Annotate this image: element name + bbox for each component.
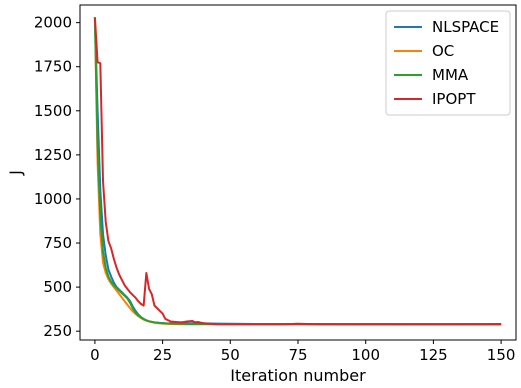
x-tick-label: 100	[351, 346, 380, 364]
x-axis-label: Iteration number	[230, 366, 366, 385]
x-tick-label: 50	[221, 346, 240, 364]
y-tick-label: 250	[43, 322, 72, 340]
x-tick-label: 150	[487, 346, 516, 364]
y-tick-label: 750	[43, 234, 72, 252]
legend-label-oc: OC	[432, 42, 454, 60]
y-tick-label: 1500	[34, 102, 72, 120]
legend-label-ipopt: IPOPT	[432, 90, 476, 108]
legend-label-mma: MMA	[432, 66, 469, 84]
y-tick-label: 1250	[34, 146, 72, 164]
chart-marks	[93, 17, 502, 326]
x-tick-label: 125	[419, 346, 448, 364]
y-tick-label: 500	[43, 278, 72, 296]
x-tick-label: 0	[90, 346, 100, 364]
chart-axes: 0 25 50 75 100 125 150 250 500 750 1000 1250 1500 175…	[34, 4, 517, 364]
y-tick-label: 1000	[34, 190, 72, 208]
y-axis-label: J	[6, 170, 25, 176]
legend-label-nlspace: NLSPACE	[432, 18, 499, 36]
y-tick-label: 1750	[34, 58, 72, 76]
legend-box	[385, 10, 511, 116]
y-tick-label: 2000	[34, 14, 72, 32]
x-tick-label: 75	[288, 346, 307, 364]
legend: NLSPACE OC MMA IPOPT	[385, 10, 511, 116]
x-tick-label: 25	[153, 346, 172, 364]
series-line-ipopt	[93, 17, 502, 326]
